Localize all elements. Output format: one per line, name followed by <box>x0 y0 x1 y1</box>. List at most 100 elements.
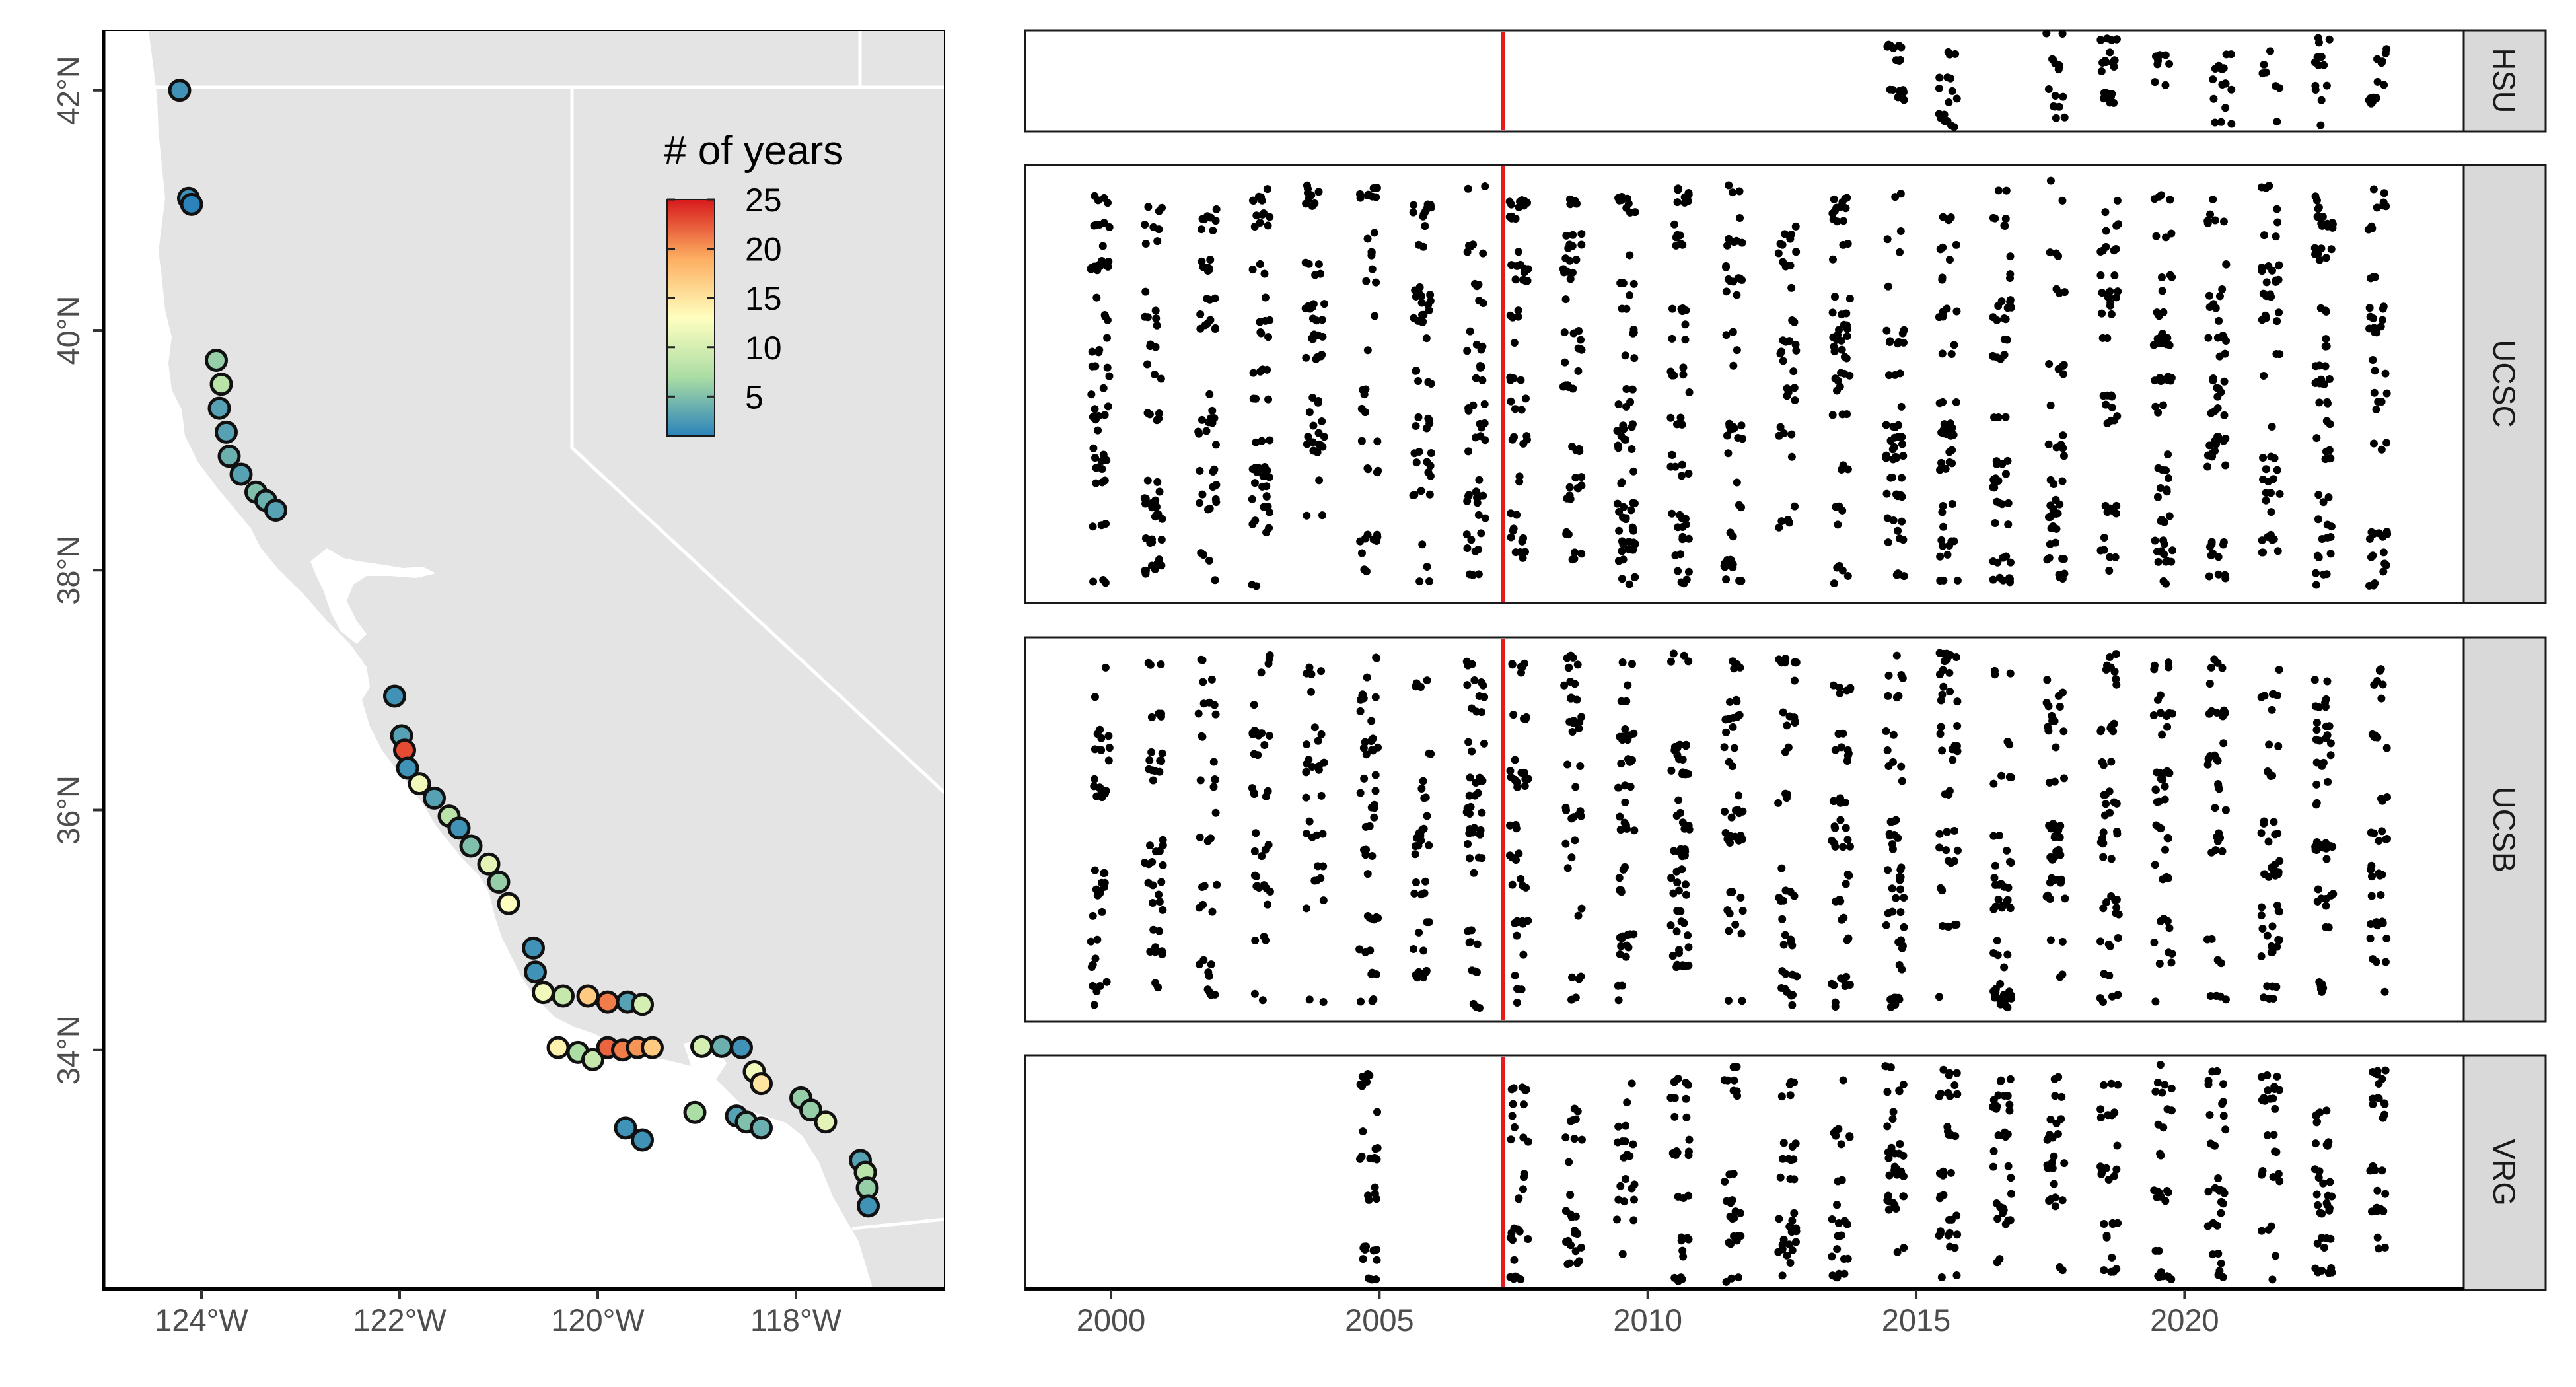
facet-dot <box>1157 374 1165 383</box>
facet-dot <box>1565 1259 1574 1267</box>
facet-dot <box>1946 688 1954 696</box>
facet-dot <box>1619 279 1628 287</box>
facet-dot <box>1616 1182 1625 1190</box>
facet-dot <box>1678 523 1687 532</box>
facet-x-tick-label: 2005 <box>1345 1302 1414 1337</box>
facet-dot <box>2315 398 2324 407</box>
facet-dot <box>2321 362 2330 371</box>
facet-dot <box>1568 973 1577 981</box>
map-point <box>207 396 231 420</box>
facet-dot <box>2060 774 2069 783</box>
facet-dot <box>1884 282 1892 291</box>
facet-dot <box>1674 419 1682 428</box>
facet-dot <box>1478 342 1487 351</box>
facet-dot <box>1515 849 1523 858</box>
facet-dot <box>2219 1273 2227 1281</box>
facet-dot <box>2156 709 2165 717</box>
facet-dot <box>1680 919 1688 927</box>
facet-dot <box>2221 349 2229 358</box>
facet-dot <box>1786 1091 1795 1100</box>
facet-dot <box>1839 240 1847 249</box>
facet-dot <box>1141 567 1149 575</box>
facet-dot <box>1568 555 1577 564</box>
facet-dot <box>2106 299 2115 307</box>
facet-dot <box>1091 693 1099 701</box>
facet-dot <box>1618 478 1626 487</box>
facet-dot <box>1845 371 1854 380</box>
facet-dot <box>2312 1118 2321 1127</box>
facet-dot <box>1211 808 1220 817</box>
facet-dot <box>1147 561 1156 570</box>
facet-dot <box>2273 118 2281 126</box>
facet-dot <box>1676 907 1685 915</box>
facet-dot <box>1509 526 1517 535</box>
facet-dot <box>2227 85 2236 94</box>
facet-dot <box>1319 896 1328 905</box>
facet-dot <box>2261 311 2270 320</box>
facet-dot <box>1731 806 1740 815</box>
facet-dot <box>1787 430 1796 439</box>
facet-dot <box>1372 1275 1380 1284</box>
facet-dot <box>2204 754 2213 763</box>
facet-dot <box>1266 651 1274 660</box>
facet-dot <box>1367 248 1376 256</box>
facet-dot <box>2058 1266 2067 1275</box>
facet-dot <box>1629 279 1638 288</box>
facet-dot <box>2107 1079 2116 1088</box>
facet-dot <box>2311 250 2320 259</box>
facet-dot <box>1994 186 2003 195</box>
facet-dot <box>1997 297 2006 306</box>
facet-dot <box>2003 304 2012 312</box>
facet-dot <box>1618 658 1627 666</box>
facet-dot <box>1514 918 1522 927</box>
facet-dot <box>1845 842 1854 851</box>
facet-dot <box>1303 740 1311 749</box>
facet-dot <box>1893 1248 1902 1256</box>
facet-dot <box>2317 96 2326 104</box>
facet-ucsb-dots <box>1087 649 2392 1012</box>
facet-dot <box>2102 800 2110 808</box>
facet-dot <box>2382 835 2391 843</box>
facet-dot <box>1479 249 1487 258</box>
facet-dot <box>1147 748 1156 756</box>
facet-dot <box>1896 369 1904 378</box>
facet-dot <box>2112 509 2120 518</box>
facet-dot <box>2274 275 2283 284</box>
facet-dot <box>1830 293 1839 301</box>
facet-dot <box>1412 878 1420 886</box>
facet-dot <box>2266 1094 2274 1103</box>
sf-bay <box>310 548 436 644</box>
facet-dot <box>1897 762 1906 771</box>
facet-dot <box>1104 732 1113 740</box>
facet-dot <box>2207 551 2215 560</box>
facet-dot <box>1157 660 1165 668</box>
facet-dot <box>2112 35 2121 44</box>
facet-dot <box>1141 287 1150 296</box>
facet-dot <box>1839 843 1847 851</box>
facet-dot <box>2050 876 2059 884</box>
facet-dot <box>1940 420 1949 429</box>
facet-dot <box>2165 512 2174 520</box>
facet-dot <box>2098 289 2106 297</box>
facet-dot <box>1250 701 1258 709</box>
facet-dot <box>1989 557 1997 566</box>
facet-dot <box>1738 435 1747 443</box>
facet-dot <box>2203 219 2212 227</box>
facet-dot <box>1843 332 1851 340</box>
facet-dot <box>1892 571 1901 579</box>
facet-dot <box>1832 1131 1840 1140</box>
facet-dot <box>2211 118 2219 127</box>
facet-dot <box>1783 516 1792 524</box>
facet-dot <box>1513 985 1522 993</box>
facet-dot <box>1828 308 1837 317</box>
facet-ucsb-label: UCSB <box>2487 787 2522 873</box>
facet-dot <box>2153 493 2162 501</box>
facet-dot <box>1511 405 1519 413</box>
facet-dot <box>1882 421 1890 429</box>
facet-dot <box>1143 313 1152 322</box>
facet-dot <box>1363 530 1372 539</box>
facet-dot <box>1668 509 1676 518</box>
facet-dot <box>1517 874 1525 883</box>
facet-dot <box>2059 370 2067 378</box>
facet-dot <box>1146 538 1155 547</box>
